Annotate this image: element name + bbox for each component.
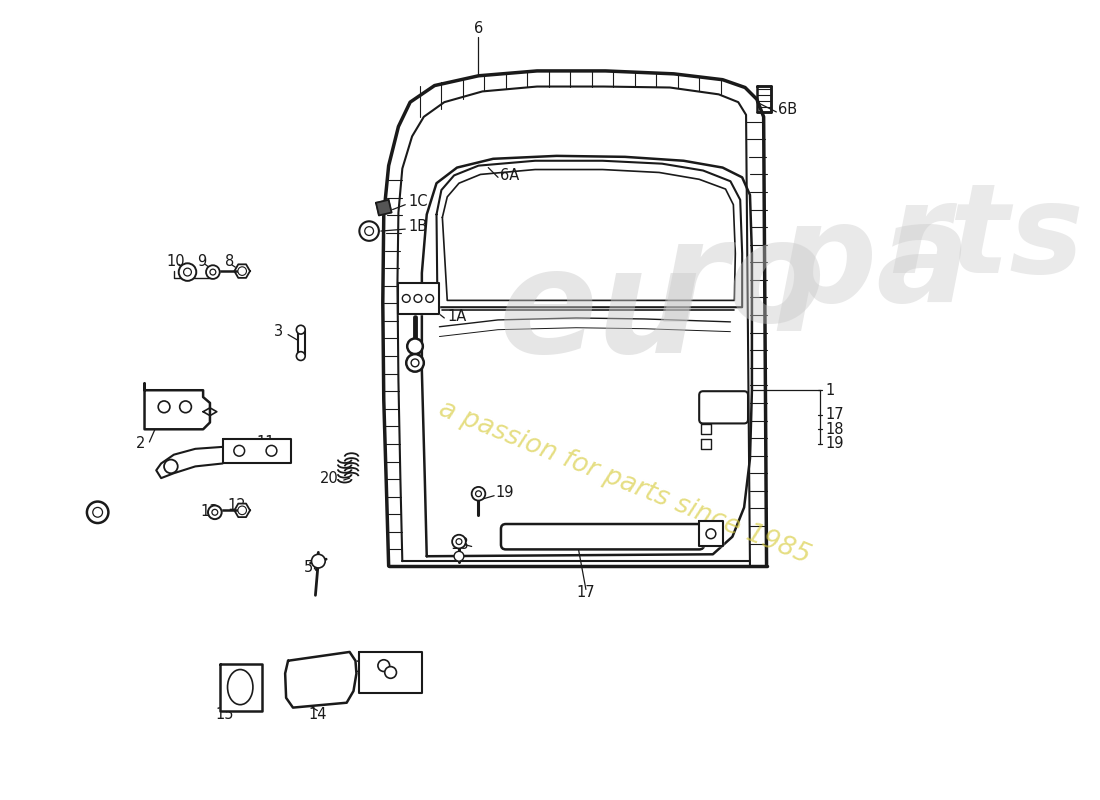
Circle shape	[411, 359, 419, 366]
Circle shape	[184, 268, 191, 276]
Circle shape	[385, 666, 396, 678]
Circle shape	[454, 551, 464, 561]
Text: 2: 2	[136, 437, 145, 451]
Text: 17: 17	[576, 585, 595, 600]
Circle shape	[365, 226, 374, 235]
Polygon shape	[298, 330, 305, 356]
Text: 13: 13	[201, 504, 219, 519]
Polygon shape	[285, 652, 356, 708]
Text: 1C: 1C	[408, 194, 428, 210]
Polygon shape	[701, 425, 711, 434]
Circle shape	[426, 294, 433, 302]
Circle shape	[178, 263, 196, 281]
Text: 18: 18	[825, 422, 844, 437]
Circle shape	[238, 267, 246, 275]
Polygon shape	[360, 652, 422, 693]
Circle shape	[360, 222, 378, 241]
Circle shape	[266, 446, 277, 456]
Text: 1B: 1B	[408, 218, 427, 234]
Text: 4: 4	[87, 503, 97, 518]
Text: 1A: 1A	[448, 310, 466, 325]
Polygon shape	[204, 408, 217, 416]
Circle shape	[87, 502, 109, 523]
Circle shape	[179, 401, 191, 413]
Circle shape	[210, 269, 216, 275]
Text: 8: 8	[224, 254, 234, 269]
Circle shape	[456, 538, 462, 545]
Text: 5: 5	[304, 561, 313, 575]
Circle shape	[406, 354, 424, 372]
Circle shape	[706, 529, 716, 538]
Text: 9: 9	[198, 254, 207, 269]
Text: 1: 1	[825, 382, 835, 398]
Text: pa: pa	[778, 196, 970, 330]
Polygon shape	[234, 503, 250, 517]
FancyBboxPatch shape	[700, 391, 748, 423]
Text: 3: 3	[274, 324, 283, 339]
Circle shape	[208, 506, 222, 519]
Circle shape	[472, 487, 485, 501]
Text: 17: 17	[825, 407, 844, 422]
Text: 12: 12	[227, 498, 245, 513]
Text: 6: 6	[474, 22, 483, 37]
Text: 15: 15	[216, 707, 234, 722]
FancyBboxPatch shape	[500, 524, 704, 550]
Text: 20: 20	[320, 470, 339, 486]
Text: 14: 14	[308, 707, 327, 722]
Polygon shape	[222, 439, 292, 463]
Polygon shape	[700, 521, 723, 546]
Text: ro: ro	[659, 214, 826, 352]
Text: 19: 19	[825, 437, 844, 451]
Circle shape	[414, 294, 422, 302]
Circle shape	[311, 554, 326, 568]
Text: 16: 16	[354, 660, 373, 675]
Circle shape	[378, 660, 389, 671]
Circle shape	[452, 534, 465, 549]
Circle shape	[407, 338, 422, 354]
Circle shape	[238, 506, 246, 514]
Circle shape	[212, 510, 218, 515]
Circle shape	[158, 401, 169, 413]
Circle shape	[234, 446, 244, 456]
Circle shape	[164, 459, 178, 474]
Text: rts: rts	[889, 178, 1085, 299]
Text: eu: eu	[499, 242, 702, 382]
Circle shape	[296, 326, 305, 334]
Polygon shape	[220, 664, 262, 710]
Circle shape	[403, 294, 410, 302]
Text: 6B: 6B	[779, 102, 798, 118]
Polygon shape	[398, 283, 439, 314]
Polygon shape	[144, 383, 210, 430]
Text: 18: 18	[450, 537, 469, 552]
Circle shape	[92, 507, 102, 517]
Polygon shape	[234, 264, 250, 278]
Circle shape	[296, 352, 305, 361]
Text: 10: 10	[166, 254, 185, 269]
Circle shape	[206, 266, 220, 279]
Text: 11: 11	[256, 435, 275, 450]
Text: 6A: 6A	[500, 168, 519, 183]
Polygon shape	[376, 200, 392, 215]
Text: 19: 19	[495, 486, 514, 500]
Polygon shape	[701, 439, 711, 449]
Circle shape	[475, 491, 482, 497]
Text: a passion for parts since 1985: a passion for parts since 1985	[436, 396, 814, 570]
